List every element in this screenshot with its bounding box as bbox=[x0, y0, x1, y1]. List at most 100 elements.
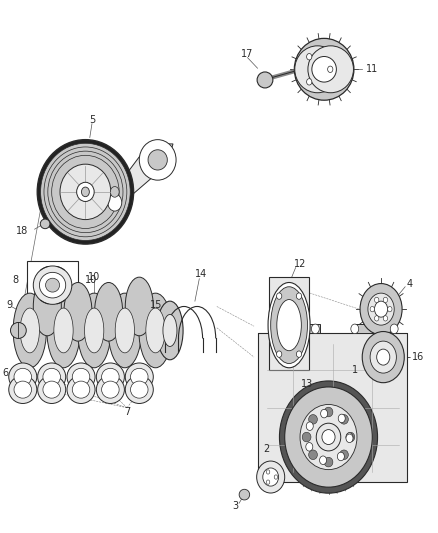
Polygon shape bbox=[56, 312, 86, 330]
Text: 11: 11 bbox=[366, 64, 378, 74]
Ellipse shape bbox=[11, 322, 26, 338]
Ellipse shape bbox=[38, 376, 66, 403]
Ellipse shape bbox=[360, 284, 402, 335]
Ellipse shape bbox=[39, 272, 66, 298]
Text: 10: 10 bbox=[88, 272, 100, 282]
Ellipse shape bbox=[263, 468, 279, 486]
Circle shape bbox=[328, 66, 333, 72]
Text: 10: 10 bbox=[85, 275, 98, 285]
Ellipse shape bbox=[95, 282, 123, 341]
Ellipse shape bbox=[9, 363, 37, 391]
Ellipse shape bbox=[368, 293, 394, 325]
Ellipse shape bbox=[85, 308, 104, 353]
Ellipse shape bbox=[377, 349, 390, 365]
Circle shape bbox=[108, 194, 122, 211]
Circle shape bbox=[351, 324, 359, 334]
Ellipse shape bbox=[125, 376, 153, 403]
Circle shape bbox=[297, 293, 302, 300]
Ellipse shape bbox=[43, 381, 60, 398]
Circle shape bbox=[307, 53, 312, 60]
Circle shape bbox=[370, 306, 374, 312]
Polygon shape bbox=[39, 306, 71, 330]
Ellipse shape bbox=[131, 368, 148, 385]
Circle shape bbox=[266, 480, 270, 484]
Text: 18: 18 bbox=[16, 227, 28, 236]
Ellipse shape bbox=[339, 415, 348, 424]
Circle shape bbox=[276, 351, 282, 357]
Text: 2: 2 bbox=[263, 445, 269, 454]
Ellipse shape bbox=[14, 368, 32, 385]
Ellipse shape bbox=[72, 368, 90, 385]
Ellipse shape bbox=[54, 308, 73, 353]
Polygon shape bbox=[117, 306, 147, 330]
Ellipse shape bbox=[48, 151, 123, 232]
Ellipse shape bbox=[257, 72, 273, 88]
Text: 7: 7 bbox=[124, 407, 130, 417]
Ellipse shape bbox=[46, 278, 60, 292]
Ellipse shape bbox=[67, 376, 95, 403]
Circle shape bbox=[81, 187, 89, 197]
Bar bbox=[27, 261, 78, 310]
Ellipse shape bbox=[44, 147, 127, 237]
Circle shape bbox=[374, 297, 379, 303]
Ellipse shape bbox=[33, 266, 72, 304]
Ellipse shape bbox=[139, 140, 176, 180]
Ellipse shape bbox=[37, 140, 134, 244]
Ellipse shape bbox=[324, 407, 333, 417]
Ellipse shape bbox=[108, 293, 141, 368]
Circle shape bbox=[311, 324, 319, 334]
Circle shape bbox=[374, 316, 379, 321]
Circle shape bbox=[338, 414, 345, 423]
Ellipse shape bbox=[324, 457, 333, 467]
Ellipse shape bbox=[13, 293, 46, 368]
Ellipse shape bbox=[362, 332, 404, 383]
Ellipse shape bbox=[125, 277, 153, 336]
Ellipse shape bbox=[38, 363, 66, 391]
Circle shape bbox=[390, 324, 398, 334]
Ellipse shape bbox=[64, 282, 92, 341]
Bar bbox=[269, 277, 309, 370]
Text: 16: 16 bbox=[412, 352, 424, 362]
Ellipse shape bbox=[285, 387, 372, 487]
Ellipse shape bbox=[77, 182, 94, 201]
Circle shape bbox=[306, 442, 313, 451]
Circle shape bbox=[320, 456, 327, 464]
Ellipse shape bbox=[308, 46, 353, 93]
Ellipse shape bbox=[148, 150, 167, 170]
Ellipse shape bbox=[277, 300, 301, 351]
Text: 3: 3 bbox=[233, 502, 239, 511]
Ellipse shape bbox=[309, 450, 318, 459]
Text: 1: 1 bbox=[352, 366, 358, 375]
Text: 9: 9 bbox=[6, 300, 12, 310]
Text: 6: 6 bbox=[3, 368, 9, 378]
Ellipse shape bbox=[300, 405, 357, 470]
Ellipse shape bbox=[67, 363, 95, 391]
Circle shape bbox=[337, 452, 344, 461]
Circle shape bbox=[266, 470, 270, 474]
Ellipse shape bbox=[316, 423, 341, 451]
Ellipse shape bbox=[374, 301, 388, 317]
Ellipse shape bbox=[370, 341, 396, 373]
Text: 5: 5 bbox=[89, 115, 95, 125]
Ellipse shape bbox=[96, 376, 124, 403]
Polygon shape bbox=[101, 312, 133, 330]
Text: 4: 4 bbox=[406, 279, 413, 288]
Polygon shape bbox=[258, 324, 407, 333]
Ellipse shape bbox=[60, 164, 111, 220]
Ellipse shape bbox=[257, 461, 285, 493]
Ellipse shape bbox=[43, 368, 60, 385]
Ellipse shape bbox=[40, 219, 50, 229]
Ellipse shape bbox=[163, 314, 177, 346]
Ellipse shape bbox=[115, 308, 134, 353]
Circle shape bbox=[276, 293, 282, 300]
Ellipse shape bbox=[268, 282, 310, 368]
Ellipse shape bbox=[102, 381, 119, 398]
Ellipse shape bbox=[14, 381, 32, 398]
Circle shape bbox=[346, 433, 353, 441]
Circle shape bbox=[346, 434, 353, 442]
Ellipse shape bbox=[20, 308, 39, 353]
Circle shape bbox=[307, 79, 312, 85]
Circle shape bbox=[110, 187, 119, 197]
Ellipse shape bbox=[131, 381, 148, 398]
Ellipse shape bbox=[309, 415, 318, 424]
